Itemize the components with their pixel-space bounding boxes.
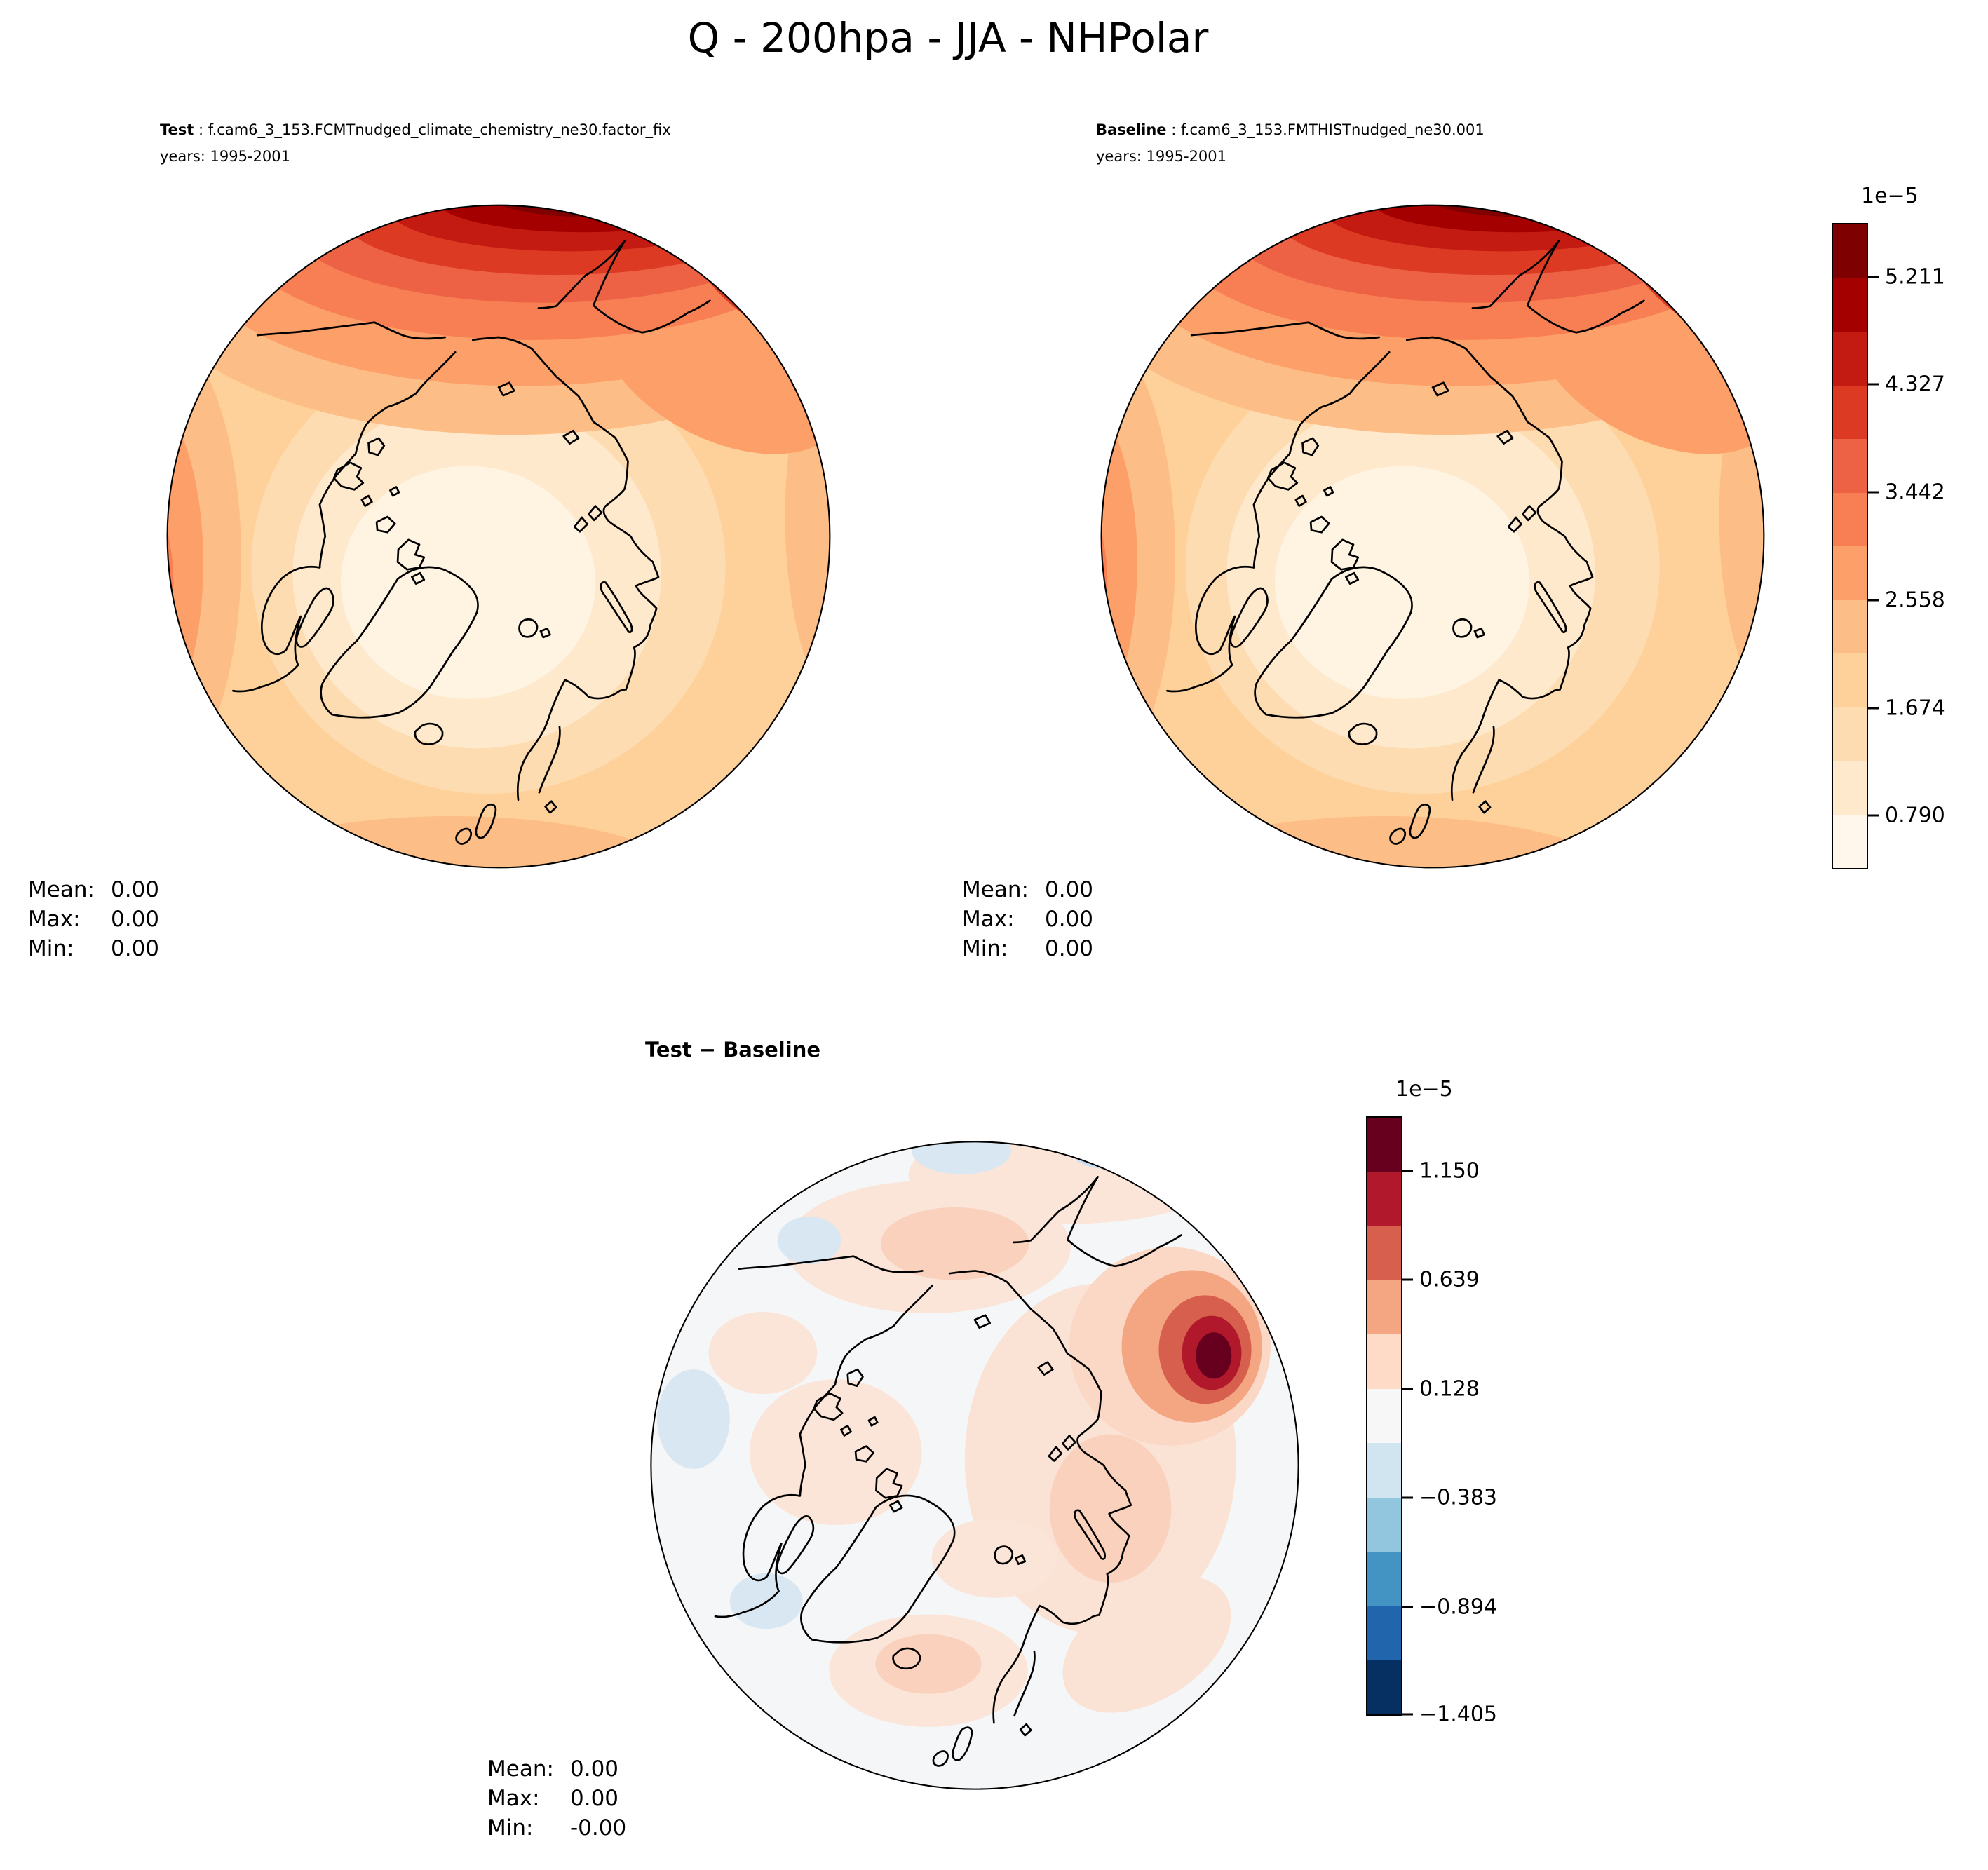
colorbar-diff-tick: −0.894 bbox=[1402, 1595, 1497, 1620]
map-boundary-circle bbox=[1100, 204, 1765, 869]
stat-min-label: Min: bbox=[487, 1815, 534, 1841]
test-dataset-name: : f.cam6_3_153.FCMTnudged_climate_chemis… bbox=[194, 121, 671, 138]
stat-min-value: 0.00 bbox=[111, 936, 160, 961]
tick-label: 1.674 bbox=[1885, 696, 1945, 721]
stat-max-label: Max: bbox=[28, 907, 81, 932]
stat-min-label: Min: bbox=[962, 936, 1008, 961]
tick-label: 3.442 bbox=[1885, 480, 1945, 505]
stat-max: Max: 0.00 bbox=[487, 1784, 626, 1813]
map-boundary-circle bbox=[166, 204, 831, 869]
test-dataset-line: Test : f.cam6_3_153.FCMTnudged_climate_c… bbox=[160, 116, 671, 143]
stat-min-value: -0.00 bbox=[570, 1815, 627, 1841]
stat-mean: Mean: 0.00 bbox=[962, 875, 1093, 904]
baseline-map bbox=[1094, 198, 1771, 875]
tick-mark bbox=[1868, 599, 1879, 602]
stat-max-label: Max: bbox=[962, 907, 1015, 932]
diff-panel-title: Test − Baseline bbox=[644, 1038, 821, 1062]
stat-mean-label: Mean: bbox=[28, 877, 95, 902]
diff-map bbox=[644, 1134, 1306, 1796]
test-map-field bbox=[167, 205, 830, 868]
colorbar-main-tick: 1.674 bbox=[1868, 696, 1945, 721]
tick-mark bbox=[1402, 1496, 1413, 1499]
colorbar-diff-tick: −1.405 bbox=[1402, 1702, 1497, 1727]
tick-mark bbox=[1868, 707, 1879, 710]
baseline-dataset-line: Baseline : f.cam6_3_153.FMTHISTnudged_ne… bbox=[1096, 116, 1485, 143]
tick-mark bbox=[1402, 1278, 1413, 1281]
stat-min: Min: 0.00 bbox=[962, 934, 1093, 963]
colorbar-diff-tick: 0.128 bbox=[1402, 1377, 1480, 1402]
stat-min-label: Min: bbox=[28, 936, 74, 961]
colorbar-main-gradient bbox=[1832, 223, 1868, 869]
diff-map-svg bbox=[650, 1141, 1299, 1790]
stat-max-value: 0.00 bbox=[1045, 907, 1094, 932]
colorbar-main-tick: 5.211 bbox=[1868, 265, 1945, 290]
tick-label: −0.894 bbox=[1419, 1594, 1498, 1620]
stat-min-value: 0.00 bbox=[1045, 936, 1094, 961]
stat-mean-value: 0.00 bbox=[111, 877, 160, 902]
colorbar-diff-gradient bbox=[1366, 1116, 1402, 1716]
stat-mean-value: 0.00 bbox=[1045, 877, 1094, 902]
stat-max-value: 0.00 bbox=[111, 907, 160, 932]
tick-label: 1.150 bbox=[1419, 1158, 1480, 1184]
tick-label: −1.405 bbox=[1419, 1702, 1498, 1727]
colorbar-diff-tick: 0.639 bbox=[1402, 1268, 1480, 1292]
stat-max: Max: 0.00 bbox=[962, 904, 1093, 934]
tick-mark bbox=[1402, 1606, 1413, 1608]
map-boundary-circle bbox=[650, 1141, 1299, 1790]
tick-mark bbox=[1868, 276, 1879, 278]
stat-max-value: 0.00 bbox=[570, 1786, 619, 1811]
colorbar-main-tick: 0.790 bbox=[1868, 804, 1945, 828]
colorbar-diff-offset-label: 1e−5 bbox=[1395, 1077, 1453, 1102]
colorbar-main-offset-label: 1e−5 bbox=[1861, 184, 1919, 208]
tick-label: −0.383 bbox=[1419, 1485, 1498, 1510]
baseline-dataset-name: : f.cam6_3_153.FMTHISTnudged_ne30.001 bbox=[1166, 121, 1485, 138]
test-map bbox=[160, 198, 837, 875]
tick-mark bbox=[1868, 491, 1879, 494]
colorbar-diff-tick: 1.150 bbox=[1402, 1159, 1480, 1184]
diff-map-field bbox=[651, 1141, 1299, 1789]
tick-label: 4.327 bbox=[1885, 372, 1945, 397]
test-map-svg bbox=[166, 204, 831, 869]
tick-mark bbox=[1402, 1170, 1413, 1172]
test-years: years: 1995-2001 bbox=[160, 148, 291, 165]
stat-max-label: Max: bbox=[487, 1786, 540, 1811]
colorbar-main-tick: 4.327 bbox=[1868, 372, 1945, 397]
stat-min: Min: 0.00 bbox=[28, 934, 159, 963]
colorbar-main-tick: 3.442 bbox=[1868, 480, 1945, 505]
colorbar-main-tick: 2.558 bbox=[1868, 588, 1945, 613]
test-panel-header: Test : f.cam6_3_153.FCMTnudged_climate_c… bbox=[160, 116, 671, 170]
tick-label: 0.639 bbox=[1419, 1267, 1480, 1292]
baseline-panel-header: Baseline : f.cam6_3_153.FMTHISTnudged_ne… bbox=[1096, 116, 1485, 170]
baseline-map-field bbox=[1101, 205, 1764, 868]
stat-mean-label: Mean: bbox=[487, 1756, 554, 1782]
baseline-label: Baseline bbox=[1096, 121, 1167, 138]
tick-label: 0.128 bbox=[1419, 1376, 1480, 1402]
tick-label: 5.211 bbox=[1885, 264, 1945, 290]
tick-mark bbox=[1402, 1713, 1413, 1716]
stat-min: Min: -0.00 bbox=[487, 1813, 626, 1843]
stat-mean: Mean: 0.00 bbox=[28, 875, 159, 904]
tick-label: 2.558 bbox=[1885, 588, 1945, 613]
colorbar-diff: 1e−5 1.150 0.639 0.128 −0.383 −0.894 −1.… bbox=[1366, 1077, 1497, 1727]
tick-mark bbox=[1868, 383, 1879, 386]
stat-mean-value: 0.00 bbox=[570, 1756, 619, 1782]
colorbar-diff-tick: −0.383 bbox=[1402, 1486, 1497, 1510]
tick-label: 0.790 bbox=[1885, 803, 1945, 828]
baseline-years: years: 1995-2001 bbox=[1096, 148, 1227, 165]
stat-max: Max: 0.00 bbox=[28, 904, 159, 934]
tick-mark bbox=[1868, 814, 1879, 817]
tick-mark bbox=[1402, 1388, 1413, 1390]
colorbar-main: 1e−5 5.211 4.327 3.442 2.558 1.674 0.790 bbox=[1832, 184, 1945, 869]
baseline-stats: Mean: 0.00 Max: 0.00 Min: 0.00 bbox=[962, 875, 1093, 963]
test-stats: Mean: 0.00 Max: 0.00 Min: 0.00 bbox=[28, 875, 159, 963]
stat-mean-label: Mean: bbox=[962, 877, 1029, 902]
diff-stats: Mean: 0.00 Max: 0.00 Min: -0.00 bbox=[487, 1754, 626, 1843]
baseline-map-svg bbox=[1100, 204, 1765, 869]
test-label: Test bbox=[160, 121, 194, 138]
figure-title: Q - 200hpa - JJA - NHPolar bbox=[687, 14, 1209, 62]
stat-mean: Mean: 0.00 bbox=[487, 1754, 626, 1784]
